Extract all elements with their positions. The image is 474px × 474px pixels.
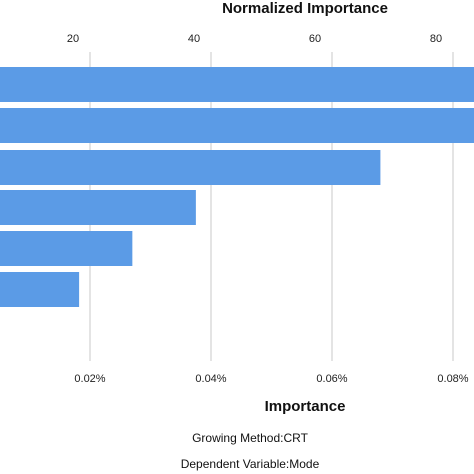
bottom-axis-title: Importance (264, 398, 346, 415)
top-tick-label: 60 (309, 33, 321, 45)
bar (0, 231, 133, 266)
top-axis-title: Normalized Importance (222, 0, 388, 17)
top-tick-label: 20 (67, 33, 79, 45)
bars (0, 67, 474, 307)
bottom-tick-label: 0.02% (74, 373, 105, 385)
bottom-tick-label: 0.04% (195, 373, 226, 385)
top-tick-label: 80 (430, 33, 442, 45)
bar (0, 150, 381, 185)
top-tick-label: 40 (188, 33, 200, 45)
tick-labels: 20 40 60 80 0.02% 0.04% 0.06% 0.08% (67, 33, 469, 385)
bar (0, 108, 474, 143)
bottom-tick-label: 0.08% (437, 373, 468, 385)
bar (0, 190, 196, 225)
growing-method-note: Growing Method:CRT (192, 431, 308, 445)
dependent-variable-note: Dependent Variable:Mode (180, 457, 320, 471)
bar (0, 67, 474, 102)
bar (0, 272, 80, 307)
bottom-tick-label: 0.06% (316, 373, 347, 385)
